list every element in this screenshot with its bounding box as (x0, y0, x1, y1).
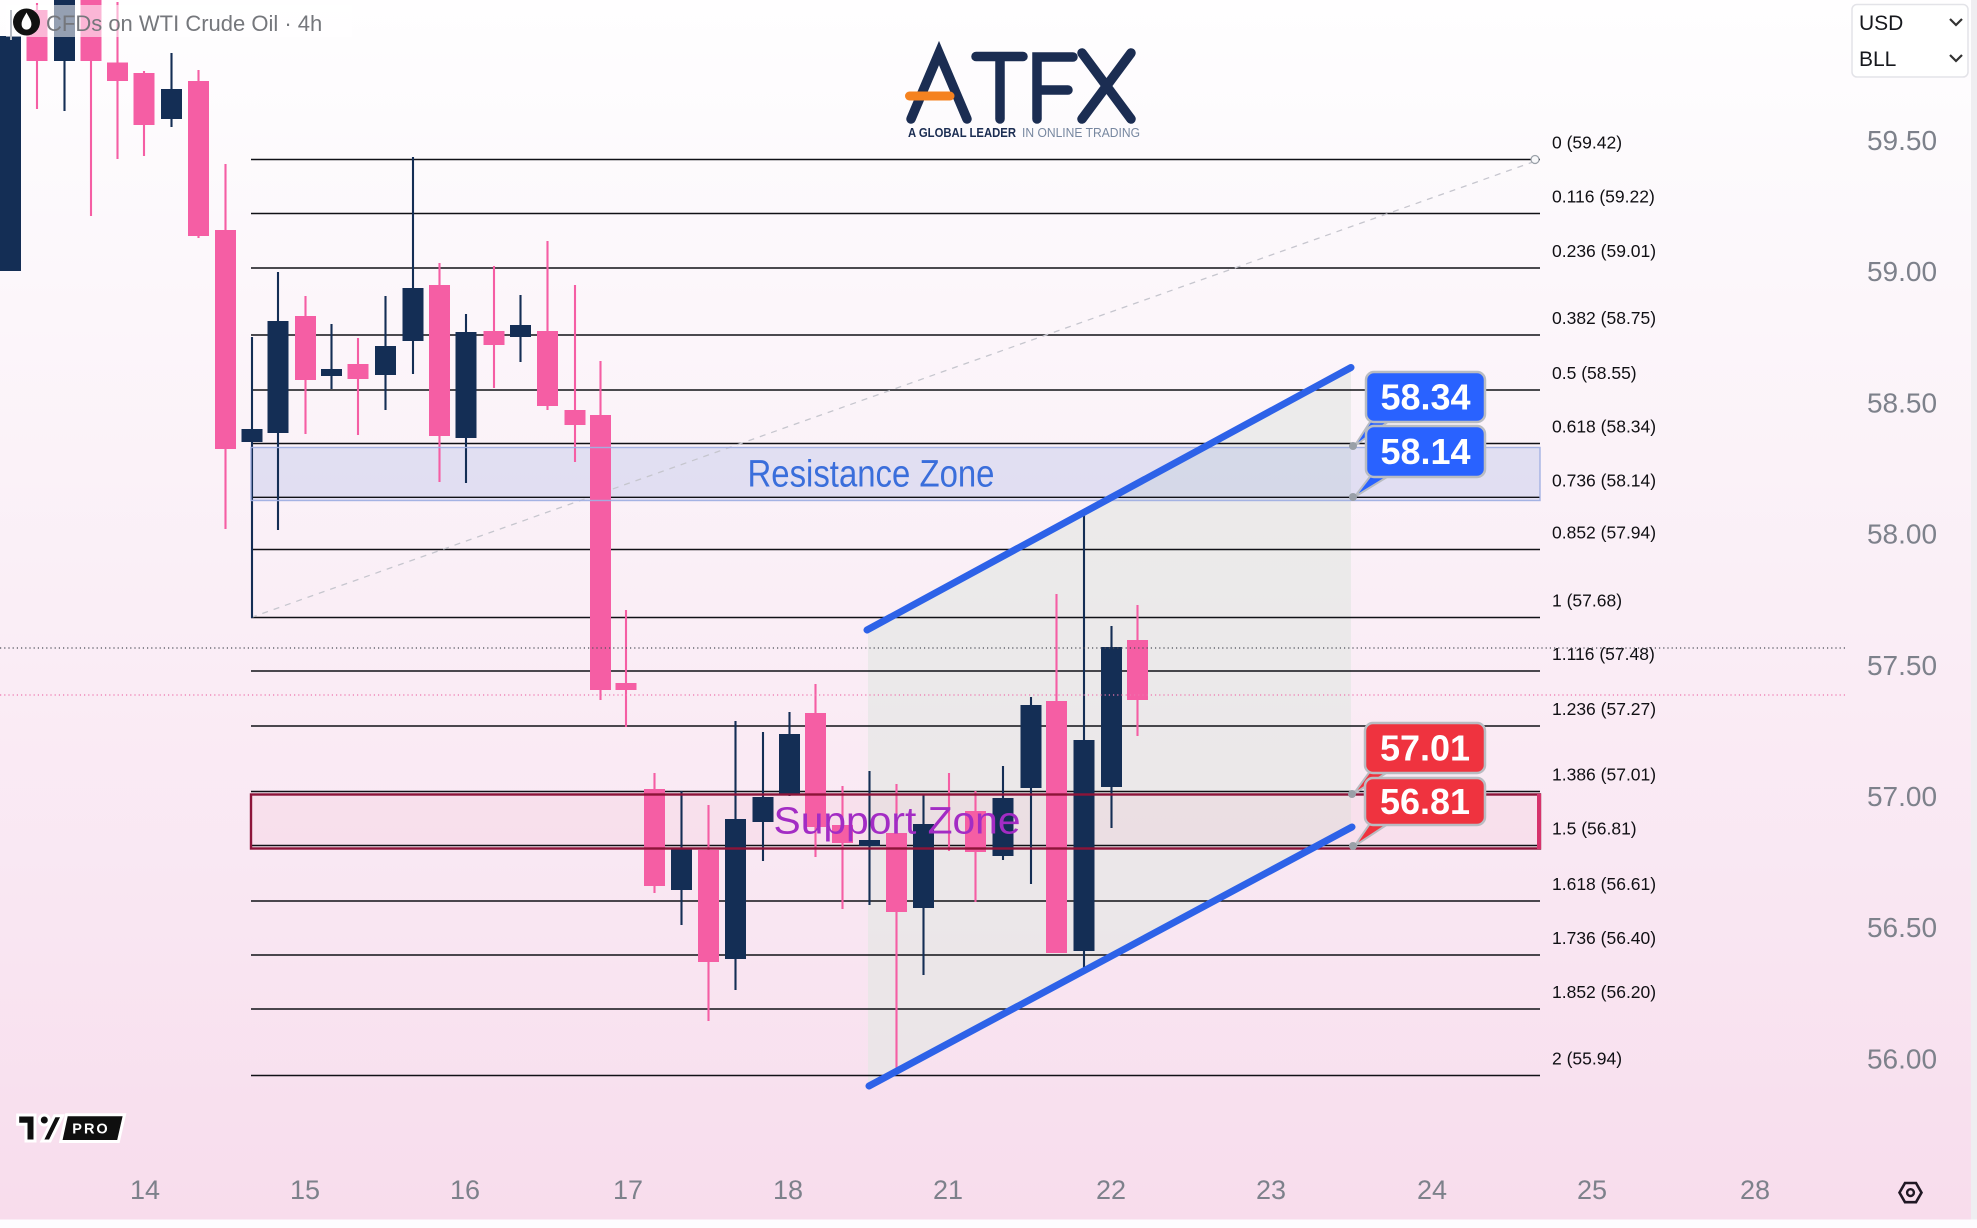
svg-text:0.382 (58.75): 0.382 (58.75) (1552, 308, 1656, 328)
svg-text:1.236 (57.27): 1.236 (57.27) (1552, 699, 1656, 719)
svg-text:58.00: 58.00 (1867, 519, 1937, 550)
svg-text:56.81: 56.81 (1380, 781, 1470, 822)
svg-text:16: 16 (450, 1175, 480, 1205)
svg-text:57.50: 57.50 (1867, 650, 1937, 681)
svg-text:1.116 (57.48): 1.116 (57.48) (1552, 644, 1655, 664)
svg-text:A GLOBAL LEADER: A GLOBAL LEADER (908, 125, 1017, 140)
svg-text:56.00: 56.00 (1867, 1043, 1937, 1074)
svg-text:1.618 (56.61): 1.618 (56.61) (1552, 874, 1656, 894)
svg-text:0 (59.42): 0 (59.42) (1552, 133, 1622, 153)
svg-text:1.736 (56.40): 1.736 (56.40) (1552, 928, 1656, 948)
svg-text:2 (55.94): 2 (55.94) (1552, 1049, 1622, 1069)
svg-text:0.736 (58.14): 0.736 (58.14) (1552, 470, 1656, 490)
svg-text:22: 22 (1096, 1175, 1126, 1205)
svg-text:58.14: 58.14 (1380, 431, 1470, 472)
svg-text:14: 14 (130, 1175, 160, 1205)
svg-text:1.5 (56.81): 1.5 (56.81) (1552, 819, 1637, 839)
svg-text:17: 17 (613, 1175, 643, 1205)
svg-text:28: 28 (1740, 1175, 1770, 1205)
svg-text:58.34: 58.34 (1380, 377, 1470, 418)
svg-text:25: 25 (1577, 1175, 1607, 1205)
svg-text:23: 23 (1256, 1175, 1286, 1205)
svg-text:0.236 (59.01): 0.236 (59.01) (1552, 241, 1656, 261)
svg-text:1.852 (56.20): 1.852 (56.20) (1552, 982, 1656, 1002)
svg-text:59.50: 59.50 (1867, 125, 1937, 156)
svg-text:Support Zone: Support Zone (774, 801, 1021, 843)
svg-text:0.5 (58.55): 0.5 (58.55) (1552, 363, 1637, 383)
svg-text:59.00: 59.00 (1867, 256, 1937, 287)
svg-text:57.00: 57.00 (1867, 781, 1937, 812)
svg-text:18: 18 (773, 1175, 803, 1205)
svg-text:Resistance Zone: Resistance Zone (748, 454, 995, 496)
svg-text:21: 21 (933, 1175, 963, 1205)
svg-text:IN ONLINE TRADING: IN ONLINE TRADING (1022, 125, 1140, 140)
svg-text:57.01: 57.01 (1380, 728, 1470, 769)
svg-text:BLL: BLL (1859, 48, 1896, 71)
svg-text:1.386 (57.01): 1.386 (57.01) (1552, 765, 1656, 785)
svg-text:58.50: 58.50 (1867, 387, 1937, 418)
svg-text:0.116 (59.22): 0.116 (59.22) (1552, 187, 1655, 207)
svg-text:USD: USD (1859, 12, 1903, 35)
svg-text:1 (57.68): 1 (57.68) (1552, 591, 1622, 611)
svg-text:0.618 (58.34): 0.618 (58.34) (1552, 417, 1656, 437)
svg-text:24: 24 (1417, 1175, 1447, 1205)
svg-text:CFDs on WTI Crude Oil · 4h: CFDs on WTI Crude Oil · 4h (46, 11, 322, 36)
svg-text:PRO: PRO (72, 1122, 109, 1138)
svg-text:15: 15 (290, 1175, 320, 1205)
svg-text:0.852 (57.94): 0.852 (57.94) (1552, 523, 1656, 543)
svg-text:56.50: 56.50 (1867, 912, 1937, 943)
